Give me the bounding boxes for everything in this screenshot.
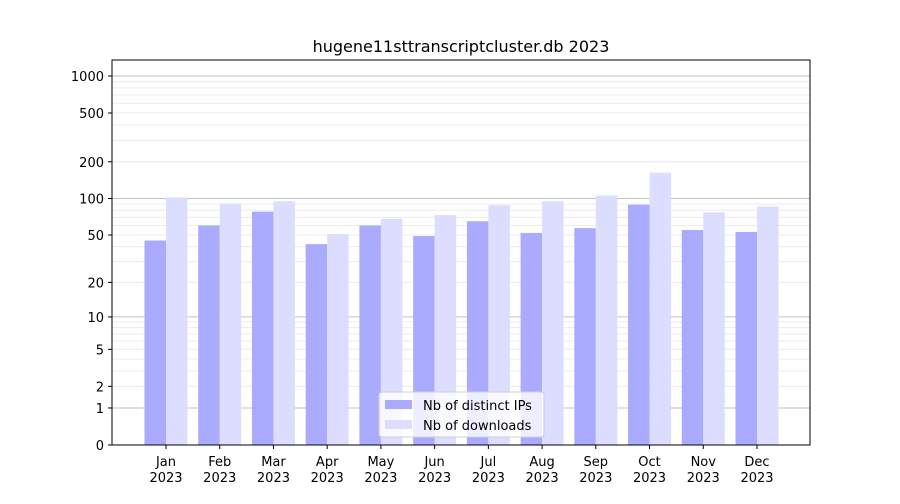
y-tick-label: 100 [79,193,104,208]
bar-distinct-ips [359,225,381,445]
y-tick-label: 10 [87,311,104,326]
bar-downloads [380,218,403,445]
y-tick-label: 2 [96,380,104,395]
x-tick-label: 2023 [687,471,720,486]
x-tick-label: Dec [744,455,769,470]
x-tick-label: 2023 [311,471,344,486]
x-tick-label: Oct [638,455,660,470]
y-tick-label: 0 [96,439,104,454]
bar-distinct-ips [628,204,650,445]
y-tick-label: 5 [96,343,104,358]
x-tick-label: Apr [316,455,339,470]
bar-downloads [703,212,725,445]
x-tick-label: 2023 [526,471,559,486]
bar-distinct-ips [144,240,166,445]
x-tick-label: 2023 [472,471,505,486]
y-tick-label: 50 [87,229,104,244]
legend-swatch [385,400,412,409]
x-tick-label: Mar [261,455,286,470]
legend-label: Nb of downloads [423,419,532,434]
legend-label: Nb of distinct IPs [423,399,532,414]
x-tick-label: Sep [584,455,609,470]
x-tick-label: Aug [529,455,554,470]
x-tick-label: 2023 [149,471,182,486]
x-tick-label: 2023 [203,471,236,486]
legend-box [378,391,545,438]
bar-downloads [595,195,618,445]
y-tick-label: 1000 [71,70,104,85]
bar-distinct-ips [305,244,328,445]
bar-distinct-ips [681,230,704,445]
plot-frame [111,59,811,446]
x-tick-label: Jul [480,455,497,470]
legend: Nb of distinct IPs Nb of downloads [378,391,545,438]
x-tick-label: May [367,455,394,470]
legend-swatch [385,420,412,429]
chart-title: hugene11sttranscriptcluster.db 2023 [313,37,610,56]
x-tick-label: 2023 [257,471,290,486]
x-tick-label: Nov [691,455,717,470]
x-tick-label: Jan [155,455,176,470]
y-tick-label: 200 [79,156,104,171]
x-tick-label: Jun [423,455,444,470]
bar-downloads [273,201,295,445]
x-tick-label: 2023 [364,471,397,486]
bar-distinct-ips [198,225,220,445]
y-tick-label: 1 [96,402,104,417]
bar-downloads [219,203,242,445]
y-tick-label: 500 [79,107,104,122]
bar-distinct-ips [574,228,596,445]
bar-downloads [757,206,779,445]
x-tick-label: 2023 [418,471,451,486]
bar-downloads [488,205,510,445]
bar-downloads [542,201,564,445]
x-tick-label: Feb [208,455,231,470]
bar-downloads [649,172,672,446]
x-tick-label: 2023 [740,471,773,486]
x-tick-label: 2023 [579,471,612,486]
bar-distinct-ips [466,221,489,445]
bar-downloads [327,233,349,445]
y-tick-label: 20 [87,276,104,291]
bar-distinct-ips [735,231,757,445]
x-tick-label: 2023 [633,471,666,486]
bar-downloads [434,215,457,445]
bar-downloads [166,197,188,445]
bar-distinct-ips [251,211,274,445]
